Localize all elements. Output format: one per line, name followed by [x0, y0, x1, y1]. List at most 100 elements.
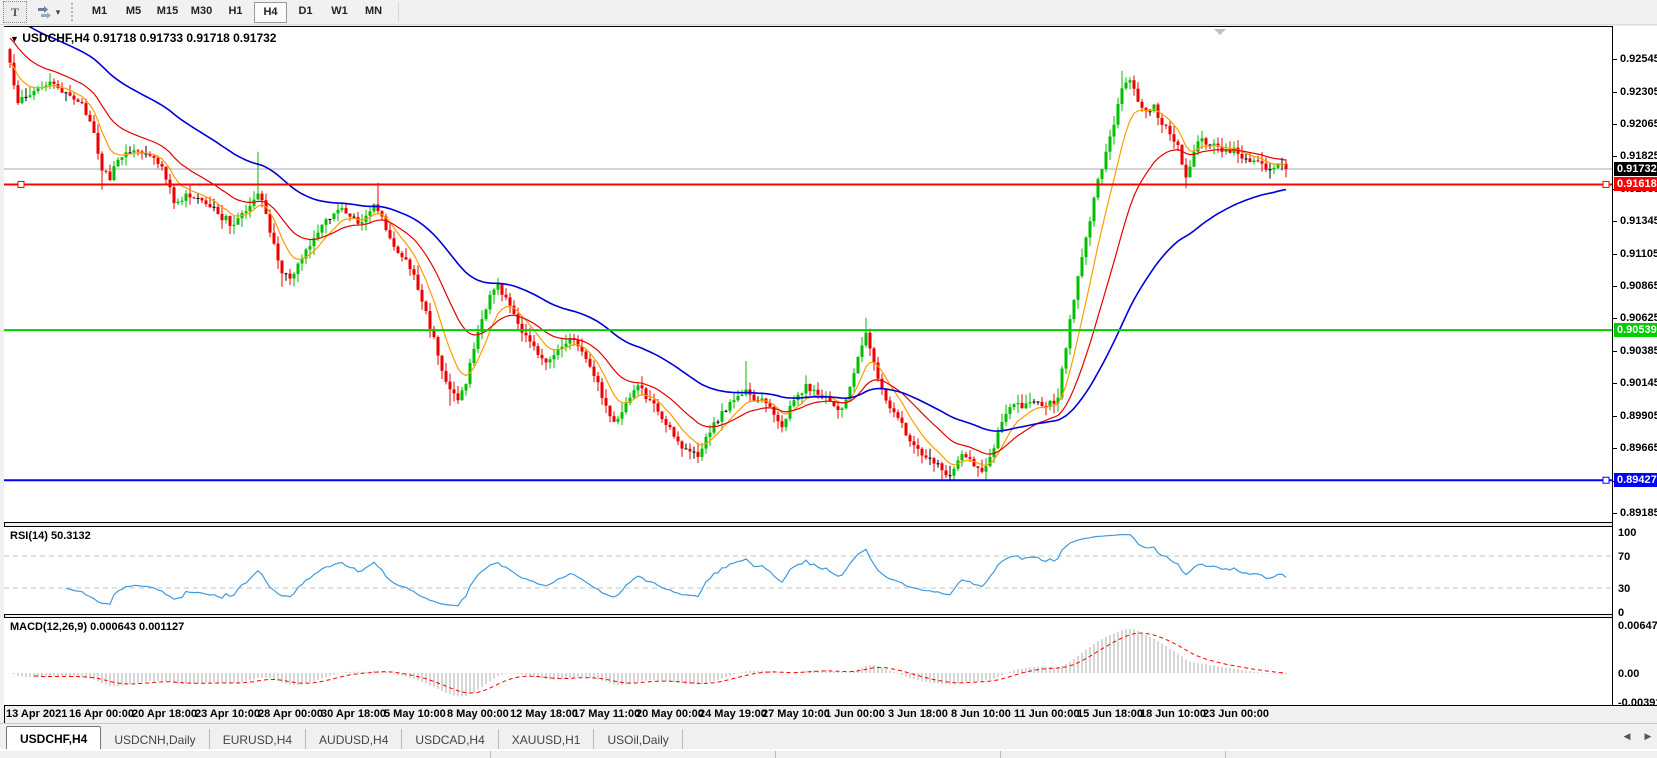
top-toolbar: T ▾ M1 M5 M15 M30 H1 H4 D1 W1 MN	[0, 0, 1657, 25]
price-tick	[1613, 286, 1617, 287]
rsi-axis-label: 0	[1618, 607, 1625, 619]
moving-average-55	[28, 27, 1287, 432]
date-label: 17 May 11:00	[573, 708, 641, 720]
date-label: 20 May 00:00	[636, 708, 704, 720]
toolbar-separator	[398, 3, 399, 21]
timeframe-button-m1[interactable]: M1	[91, 5, 108, 17]
price-tick	[1613, 59, 1617, 60]
current-price-box: 0.91732	[1614, 162, 1657, 176]
timeframe-button-mn[interactable]: MN	[364, 5, 383, 17]
tab-scroll-right-icon[interactable]: ▶	[1644, 730, 1652, 741]
date-label: 8 Jun 10:00	[951, 708, 1011, 720]
price-tick	[1613, 448, 1617, 449]
price-tick	[1613, 513, 1617, 514]
date-label: 27 May 10:00	[762, 708, 830, 720]
price-scale[interactable]: 0.92545 0.92305 0.92065 0.91825 0.91585 …	[1612, 26, 1657, 705]
price-tick-label: 0.92065	[1620, 118, 1657, 130]
date-label: 3 Jun 18:00	[888, 708, 948, 720]
chart-tab-usdcnh-daily[interactable]: USDCNH,Daily	[101, 729, 210, 750]
chart-bottom-border	[4, 705, 1657, 706]
chart-tab-eurusd-h4[interactable]: EURUSD,H4	[210, 729, 307, 750]
rsi-axis-label: 100	[1618, 527, 1637, 539]
price-tick-label: 0.92545	[1620, 53, 1657, 65]
macd-axis-label: 0.00647	[1618, 620, 1657, 632]
date-label: 12 May 18:00	[510, 708, 578, 720]
price-tick	[1613, 221, 1617, 222]
date-label: 23 Apr 10:00	[195, 708, 261, 720]
chart-tab-usdchf-h4[interactable]: USDCHF,H4	[6, 726, 102, 750]
rsi-pane-canvas[interactable]	[4, 527, 1612, 614]
timeframe-button-h1[interactable]: H1	[228, 5, 243, 17]
date-label: 30 Apr 18:00	[321, 708, 387, 720]
price-tick	[1613, 254, 1617, 255]
price-tick-label: 0.92305	[1620, 86, 1657, 98]
price-chart-canvas[interactable]	[4, 27, 1612, 522]
line-handle[interactable]	[17, 180, 25, 188]
chart-tab-xauusd-h1[interactable]: XAUUSD,H1	[499, 729, 595, 750]
date-label: 15 Jun 18:00	[1077, 708, 1144, 720]
date-label: 18 Jun 10:00	[1140, 708, 1207, 720]
date-label: 11 Jun 00:00	[1014, 708, 1080, 720]
timeframe-button-d1[interactable]: D1	[298, 5, 313, 17]
moving-average-21	[9, 37, 1287, 455]
style-icon	[37, 6, 51, 19]
status-bar	[0, 749, 1657, 758]
date-label: 16 Apr 00:00	[69, 708, 135, 720]
date-label: 28 Apr 00:00	[258, 708, 324, 720]
line-handle[interactable]	[1602, 476, 1610, 484]
rsi-label: RSI(14) 50.3132	[10, 530, 91, 542]
ohlc-readout: 0.91718 0.91733 0.91718 0.91732	[92, 31, 277, 45]
price-tick-label: 0.90145	[1620, 377, 1657, 389]
pane-splitter[interactable]	[4, 526, 1657, 527]
macd-axis-label: 0.00	[1618, 668, 1640, 680]
chart-tab-usoil-daily[interactable]: USOil,Daily	[594, 729, 683, 750]
price-tick	[1613, 351, 1617, 352]
pane-splitter[interactable]	[4, 617, 1657, 618]
date-label: 20 Apr 18:00	[132, 708, 198, 720]
resistance-price-box: 0.91618	[1614, 177, 1657, 191]
price-tick-label: 0.89665	[1620, 442, 1657, 454]
chart-tab-usdcad-h4[interactable]: USDCAD,H4	[402, 729, 499, 750]
timeframe-button-m5[interactable]: M5	[125, 5, 142, 17]
macd-label: MACD(12,26,9) 0.000643 0.001127	[10, 621, 185, 633]
mid-price-box: 0.90539	[1614, 323, 1657, 337]
pane-splitter[interactable]	[4, 614, 1657, 615]
macd-pane-canvas[interactable]	[4, 618, 1612, 705]
price-tick	[1613, 383, 1617, 384]
price-tick	[1613, 416, 1617, 417]
pane-splitter[interactable]	[4, 522, 1657, 523]
rsi-line	[65, 533, 1287, 607]
timeframe-button-w1[interactable]: W1	[331, 5, 348, 17]
macd-signal-line	[33, 632, 1287, 694]
symbol-period-label: USDCHF,H4	[22, 31, 90, 45]
symbol-dropdown-icon[interactable]: ▼	[10, 34, 19, 44]
text-tool-button[interactable]: T	[3, 1, 27, 23]
date-label: 23 Jun 00:00	[1203, 708, 1270, 720]
date-label: 5 May 10:00	[384, 708, 446, 720]
timeframe-button-group: M1 M5 M15 M30 H1 H4 D1 W1 MN	[84, 1, 392, 23]
macd-axis-label: -0.003916	[1618, 697, 1657, 709]
rsi-axis-label: 70	[1618, 551, 1631, 563]
price-tick	[1613, 156, 1617, 157]
chart-title: ▼ USDCHF,H4 0.91718 0.91733 0.91718 0.91…	[10, 31, 276, 45]
price-tick-label: 0.89905	[1620, 410, 1657, 422]
timeframe-button-h4[interactable]: H4	[254, 1, 287, 23]
price-tick-label: 0.91825	[1620, 150, 1657, 162]
chart-style-button[interactable]: ▾	[33, 2, 63, 22]
toolbar-grip[interactable]	[71, 3, 78, 21]
timeframe-button-m30[interactable]: M30	[190, 5, 213, 17]
price-tick-label: 0.91105	[1620, 248, 1657, 260]
chart-shift-marker[interactable]	[1214, 29, 1226, 35]
price-tick-label: 0.90625	[1620, 312, 1657, 324]
chart-top-border	[4, 26, 1657, 27]
date-label: 1 Jun 00:00	[825, 708, 885, 720]
timeframe-button-m15[interactable]: M15	[156, 5, 179, 17]
chart-tab-audusd-h4[interactable]: AUDUSD,H4	[306, 729, 403, 750]
chevron-down-icon: ▾	[55, 6, 61, 17]
tab-scroll-left-icon[interactable]: ◀	[1623, 730, 1631, 741]
date-label: 24 May 19:00	[699, 708, 767, 720]
line-handle[interactable]	[1602, 180, 1610, 188]
chart-tab-bar: USDCHF,H4 USDCNH,Daily EURUSD,H4 AUDUSD,H4 U…	[0, 723, 1657, 750]
price-tick	[1613, 124, 1617, 125]
